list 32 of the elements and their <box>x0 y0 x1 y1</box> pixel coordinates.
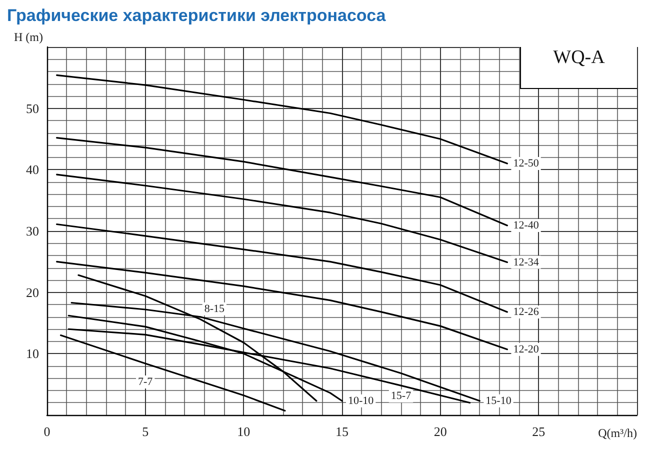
x-tick-label: 10 <box>237 424 250 439</box>
caption-box: WQ-A <box>520 47 637 89</box>
y-tick-label: 20 <box>26 284 39 300</box>
chart-title: Графические характеристики электронасоса <box>7 6 386 25</box>
x-tick-label: 15 <box>336 424 348 439</box>
line-series <box>56 136 508 226</box>
series-label: 8-15 <box>204 302 225 315</box>
y-tick-label: 30 <box>26 224 39 238</box>
line-series <box>56 174 508 264</box>
y-tick-label: 40 <box>26 162 39 178</box>
series-label: 12-26 <box>513 306 540 318</box>
series-label: 12-50 <box>513 158 540 170</box>
series-label: 7-7 <box>138 376 154 388</box>
line-series <box>60 334 286 412</box>
series-label: 15-10 <box>486 394 512 407</box>
line-series <box>56 260 508 350</box>
x-tick-label: 5 <box>142 424 149 439</box>
line-series <box>56 74 508 164</box>
series-label: 12-20 <box>513 343 540 356</box>
y-axis-title: H (m) <box>14 30 43 44</box>
annotation: WQ-A <box>553 47 605 68</box>
x-tick-label: 0 <box>44 424 50 439</box>
series-label: 10-10 <box>348 394 374 407</box>
x-tick-label: 25 <box>532 424 546 439</box>
x-tick-label: 20 <box>434 424 447 439</box>
line-series <box>56 223 508 313</box>
y-tick-label: 50 <box>26 100 39 116</box>
series-label: 12-34 <box>513 256 540 268</box>
x-axis-title: Q(m³/h) <box>598 426 637 440</box>
y-tick-label: 10 <box>26 346 39 362</box>
series-label: 15-7 <box>390 390 412 402</box>
series-label: 12-40 <box>513 219 540 232</box>
